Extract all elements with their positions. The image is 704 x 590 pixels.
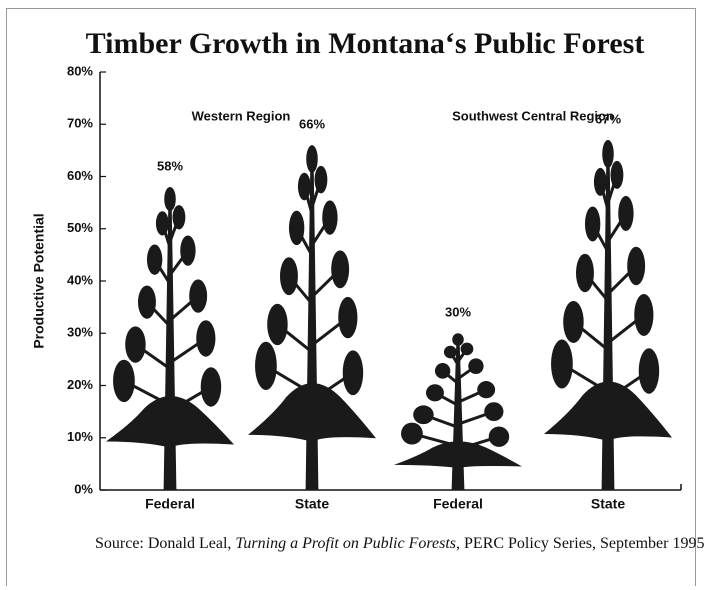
- tree-foliage: [639, 348, 659, 394]
- tree-foliage: [426, 384, 444, 401]
- x-tick-label: Federal: [145, 496, 195, 512]
- tree-foliage: [280, 257, 298, 295]
- tree-foliage: [343, 350, 363, 395]
- tree: [394, 333, 522, 490]
- source-text: , PERC Policy Series, September 1995.: [456, 535, 704, 552]
- tree: [248, 145, 376, 490]
- tree-foliage: [196, 320, 215, 356]
- tree-foliage: [468, 358, 483, 374]
- tree-foliage: [576, 254, 594, 293]
- chart-title: Timber Growth in Montana‘s Public Forest: [86, 27, 645, 60]
- value-label: 58%: [157, 158, 183, 173]
- y-tick-label: 10%: [67, 429, 93, 444]
- y-tick-label: 70%: [67, 116, 93, 131]
- tree-foliage: [452, 333, 464, 346]
- y-axis-title: Productive Potential: [31, 213, 47, 348]
- page: Timber Growth in Montana‘s Public Forest…: [0, 0, 704, 590]
- tree-foliage: [484, 402, 503, 421]
- value-label: 67%: [595, 111, 621, 126]
- source: Source: Donald Leal, Turning a Profit on…: [155, 533, 704, 554]
- tree-foliage: [267, 304, 287, 345]
- value-label: 66%: [299, 117, 325, 132]
- tree-foliage: [173, 205, 186, 229]
- source-book: Turning a Profit on Public Forests: [235, 535, 456, 552]
- x-tick-label: State: [591, 496, 625, 512]
- y-tick-label: 80%: [67, 63, 93, 78]
- tree-foliage: [435, 363, 450, 379]
- tree-foliage: [461, 343, 474, 356]
- y-tick-label: 60%: [67, 168, 93, 183]
- tree-foliage: [338, 297, 357, 338]
- tree-foliage: [289, 211, 304, 245]
- y-tick-label: 40%: [67, 272, 93, 287]
- tree-foliage: [611, 161, 624, 189]
- tree-foliage: [298, 173, 311, 201]
- tree-foliage: [627, 247, 645, 286]
- source-text: Source: Donald Leal,: [95, 535, 235, 552]
- tree-foliage: [255, 342, 277, 390]
- tree: [544, 140, 672, 490]
- tree-foliage: [444, 346, 457, 359]
- tree-foliage: [413, 405, 433, 424]
- x-tick-label: Federal: [433, 496, 483, 512]
- y-tick-label: 30%: [67, 325, 93, 340]
- group-label: Southwest Central Region: [452, 108, 614, 123]
- chart: Timber Growth in Montana‘s Public Forest…: [0, 0, 704, 590]
- tree-foliage: [306, 145, 318, 173]
- tree-foliage: [401, 423, 423, 445]
- tree-foliage: [189, 279, 207, 312]
- tree-foliage: [602, 140, 614, 168]
- tree-foliage: [201, 367, 221, 406]
- tree-foliage: [331, 250, 349, 288]
- tree-foliage: [180, 235, 195, 265]
- y-tick-label: 50%: [67, 220, 93, 235]
- value-label: 30%: [445, 305, 471, 320]
- tree-foliage: [164, 187, 176, 211]
- x-tick-label: State: [295, 496, 329, 512]
- tree-foliage: [138, 285, 156, 318]
- tree-foliage: [315, 166, 328, 194]
- tree-foliage: [113, 360, 135, 402]
- tree: [106, 187, 234, 490]
- tree-foliage: [489, 427, 509, 447]
- tree-foliage: [551, 339, 573, 388]
- tree-foliage: [147, 245, 162, 275]
- y-tick-label: 20%: [67, 377, 93, 392]
- tree-foliage: [156, 211, 169, 235]
- tree-foliage: [634, 294, 653, 336]
- tree-foliage: [477, 381, 495, 398]
- tree-foliage: [563, 301, 583, 343]
- tree-foliage: [594, 168, 607, 196]
- y-tick-label: 0%: [74, 481, 93, 496]
- tree-foliage: [585, 206, 600, 241]
- tree-foliage: [618, 196, 633, 231]
- tree-foliage: [125, 326, 145, 362]
- group-label: Western Region: [192, 108, 291, 123]
- tree-foliage: [322, 200, 337, 234]
